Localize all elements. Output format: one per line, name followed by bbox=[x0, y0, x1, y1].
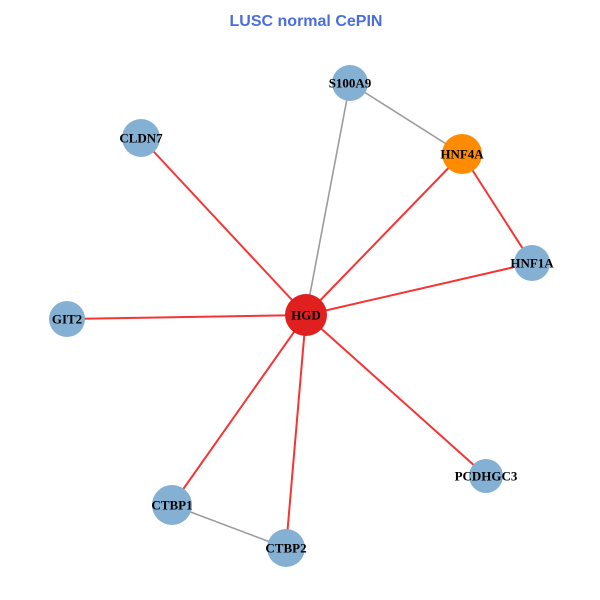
edge-HGD-CLDN7 bbox=[140, 137, 307, 316]
node-CTBP1 bbox=[152, 485, 192, 525]
edge-HGD-GIT2 bbox=[66, 314, 307, 320]
edge-HGD-HNF1A bbox=[305, 262, 533, 316]
plot-title: LUSC normal CePIN bbox=[230, 13, 383, 30]
node-S100A9 bbox=[332, 65, 368, 101]
nodes-layer bbox=[49, 65, 550, 567]
edge-HNF4A-HNF1A bbox=[461, 153, 533, 264]
edges-layer bbox=[66, 82, 533, 549]
node-CLDN7 bbox=[122, 119, 160, 157]
node-HNF1A bbox=[514, 245, 550, 281]
node-HNF4A bbox=[442, 134, 482, 174]
edge-CTBP1-CTBP2 bbox=[171, 504, 287, 549]
node-CTBP2 bbox=[267, 529, 305, 567]
edge-HGD-CTBP1 bbox=[171, 314, 307, 506]
node-HGD bbox=[285, 294, 327, 336]
edge-HGD-PCDHGC3 bbox=[305, 314, 487, 477]
edge-HGD-CTBP2 bbox=[285, 314, 307, 549]
edge-HGD-HNF4A bbox=[305, 153, 463, 316]
node-GIT2 bbox=[49, 301, 85, 337]
edge-HGD-S100A9 bbox=[305, 82, 351, 316]
node-PCDHGC3 bbox=[469, 459, 503, 493]
edge-S100A9-HNF4A bbox=[349, 82, 463, 155]
